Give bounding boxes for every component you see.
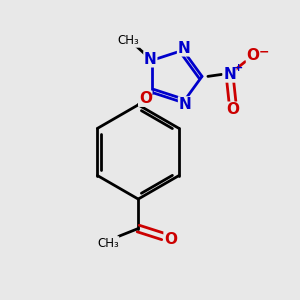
Text: CH₃: CH₃ (118, 34, 140, 47)
Text: N: N (144, 52, 157, 67)
Text: N: N (178, 41, 190, 56)
Text: +: + (234, 63, 243, 73)
Text: O: O (247, 48, 260, 63)
Text: O: O (139, 91, 152, 106)
Text: N: N (223, 67, 236, 82)
Text: O: O (226, 102, 239, 117)
Text: N: N (178, 97, 191, 112)
Text: CH₃: CH₃ (97, 237, 119, 250)
Text: O: O (164, 232, 177, 247)
Text: −: − (259, 45, 269, 58)
